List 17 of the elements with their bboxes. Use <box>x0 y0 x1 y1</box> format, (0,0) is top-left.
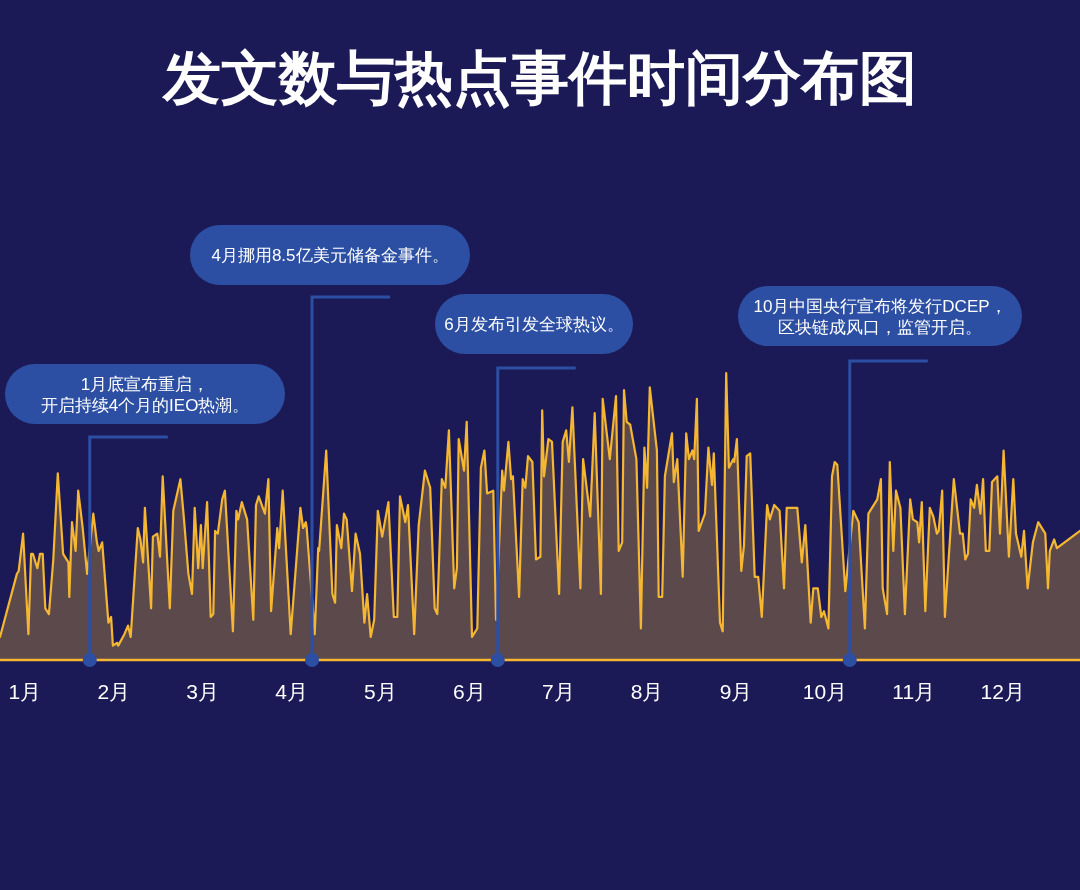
ref-line-label: 1月底宣布重启，开启持续4个月的IEO热潮。 <box>40 374 250 415</box>
chart-title: 发文数与热点事件时间分布图 <box>161 45 917 110</box>
x-tick-label: 3月 <box>186 680 220 703</box>
ref-line-label: 6月发布引发全球热议。 <box>444 315 624 334</box>
x-tick-label: 4月 <box>275 680 308 703</box>
x-tick-label: 8月 <box>630 680 664 703</box>
x-tick-label: 5月 <box>364 680 397 703</box>
x-tick-label: 6月 <box>452 680 486 703</box>
x-tick-label: 11月 <box>892 680 936 703</box>
x-tick-label: 12月 <box>980 680 1025 703</box>
x-tick-label: 1月 <box>8 680 42 703</box>
ref-line-label: 4月挪用8.5亿美元储备金事件。 <box>211 246 449 265</box>
x-tick-label: 2月 <box>97 680 131 703</box>
x-tick-label: 7月 <box>541 680 575 703</box>
x-tick-label: 9月 <box>719 680 753 703</box>
ref-line-label: 10月中国央行宣布将发行DCEP，区块链成风口，监管开启。 <box>753 296 1007 337</box>
x-tick-label: 10月 <box>802 680 848 703</box>
